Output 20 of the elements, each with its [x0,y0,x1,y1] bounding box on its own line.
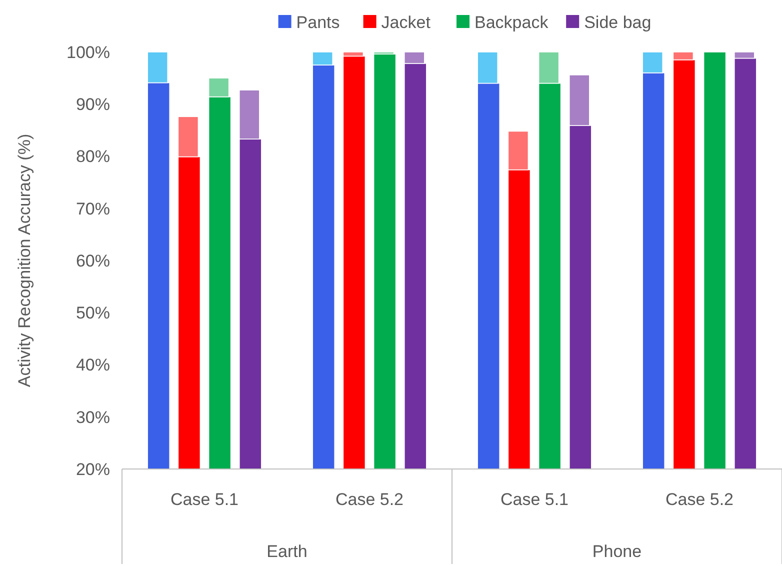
y-tick-label: 90% [76,95,110,114]
legend-label: Pants [296,12,340,32]
text: Earth [266,542,308,561]
y-tick-label: 50% [76,304,110,323]
x-tick-label: Case 5.2 [665,490,734,509]
y-axis-title: Activity Recognition Accuracy (%) [15,134,34,388]
x-tick-label: Case 5.2 [335,490,404,509]
legend-label: Side bag [584,12,652,32]
y-tick-label: 100% [66,42,110,62]
y-tick-label: 60% [76,251,110,270]
x-tick-label: Case 5.1 [170,490,239,509]
y-tick-label: 40% [76,356,110,375]
legend-label: Backpack [474,12,549,32]
text: Phone [592,542,642,561]
legend-label: Jacket [381,12,431,32]
x-tick-label: Case 5.1 [500,490,569,509]
y-tick-label: 80% [76,147,110,166]
y-tick-label: 70% [76,199,110,218]
y-tick-label: 30% [76,408,110,427]
y-tick-label: 20% [76,460,110,479]
